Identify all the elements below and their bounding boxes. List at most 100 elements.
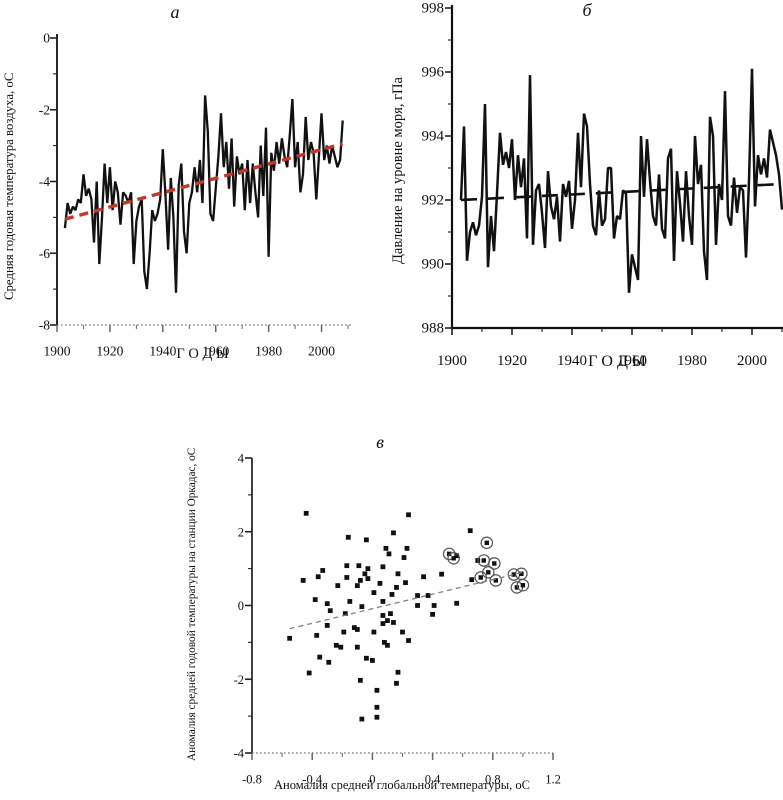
data-point-square: [306, 670, 312, 676]
x-tick-label: 0.4: [425, 773, 441, 787]
data-point-square-circled: [514, 585, 520, 590]
data-point-square: [347, 599, 353, 604]
y-tick-label: 996: [422, 65, 445, 81]
data-point-square-circled: [446, 551, 452, 557]
y-tick-label: 994: [422, 129, 445, 145]
data-point-square: [324, 623, 330, 628]
data-point-square: [380, 599, 386, 604]
data-point-square-circled: [492, 561, 497, 566]
linear-trend-line: [64, 142, 344, 221]
sea-level-pressure-line: [459, 68, 783, 293]
data-point-square: [374, 704, 380, 710]
data-point-square: [374, 687, 380, 693]
x-tick-label: 2000: [737, 353, 767, 369]
x-tick-label: 2000: [308, 344, 335, 359]
x-tick-label: 1.2: [545, 773, 561, 787]
data-point-square: [303, 510, 309, 516]
data-point-square: [351, 625, 357, 631]
data-point-square: [406, 512, 411, 518]
data-point-square: [439, 571, 445, 577]
x-tick-label: -0.8: [242, 773, 262, 787]
panel-v-x-axis-label: Аномалия средней глобальной температуры,…: [274, 778, 530, 792]
x-tick-label: 1940: [149, 344, 176, 359]
x-tick-label: 1900: [44, 344, 71, 359]
data-point-square: [388, 611, 393, 617]
data-point-square: [425, 593, 431, 598]
data-point-square: [365, 566, 371, 572]
data-point-square: [377, 580, 383, 586]
data-point-square: [385, 618, 390, 624]
data-point-square-circled: [484, 540, 489, 546]
data-point-square: [391, 530, 396, 536]
data-point-ring: [480, 536, 494, 550]
data-point-square-circled: [519, 571, 524, 576]
y-tick-label: 0: [43, 31, 50, 46]
data-point-ring: [442, 547, 456, 561]
y-tick-label: -2: [39, 102, 50, 117]
data-point-square: [380, 564, 386, 570]
data-point-square: [395, 669, 401, 675]
data-point-square: [374, 714, 380, 720]
data-point-square: [467, 528, 473, 534]
data-point-square: [363, 655, 369, 661]
data-point-square: [395, 571, 401, 577]
data-point-ring: [510, 581, 524, 594]
data-point-square-circled: [481, 558, 486, 563]
data-point-square: [370, 658, 375, 663]
data-point-square: [385, 642, 390, 648]
y-tick-label: -4: [39, 174, 50, 189]
panel-v-plot: 4 2 0 -2 -4 -0.8 -0.4 0 0.4 0.8 1.2: [234, 452, 561, 787]
x-tick-label: 1920: [497, 353, 527, 369]
data-point-square: [430, 611, 435, 617]
x-tick-label: 1960: [617, 353, 647, 369]
annual-mean-air-temperature-line: [63, 95, 344, 293]
y-tick-label: -2: [234, 673, 244, 687]
data-point-square: [333, 642, 339, 648]
data-point-square: [371, 590, 377, 595]
data-point-square: [345, 534, 351, 540]
x-tick-label: 1920: [96, 344, 123, 359]
panel-a-x-axis-label: Г О Д Ы: [176, 346, 229, 362]
y-tick-label: 998: [422, 1, 445, 17]
panel-a-plot: 0 -2 -4 -6 -8 1900 1920 1940 1960 1980 2000: [39, 31, 352, 359]
data-point-ring: [489, 574, 503, 587]
data-point-square: [394, 585, 399, 590]
data-point-ring: [447, 552, 460, 565]
data-point-square: [326, 659, 332, 665]
y-tick-label: -8: [39, 318, 50, 333]
y-tick-label: 992: [422, 193, 445, 209]
data-point-square-circled: [478, 575, 483, 580]
data-point-square: [287, 635, 293, 641]
x-tick-label: 0: [369, 773, 375, 787]
panel-b-x-axis-label: Г О Д Ы: [588, 353, 646, 370]
data-point-square: [357, 677, 363, 683]
axes: 998 996 994 992 990 988 1900 1920 1940 1960 1980 20…: [422, 1, 783, 369]
data-point-square: [324, 601, 330, 607]
y-tick-label: 988: [422, 321, 445, 337]
data-point-square-circled: [511, 572, 517, 577]
data-point-square: [403, 580, 408, 586]
data-point-square: [342, 611, 348, 617]
data-point-square: [454, 553, 460, 559]
data-point-square: [335, 583, 341, 588]
data-point-square: [354, 627, 360, 632]
panel-v-title: в: [376, 432, 384, 452]
axes: 0 -2 -4 -6 -8 1900 1920 1940 1960 1980 2000: [39, 31, 352, 359]
data-point-square: [356, 563, 362, 569]
data-point-square: [354, 583, 360, 588]
data-point-square: [338, 644, 344, 650]
y-tick-label: 990: [422, 257, 445, 273]
data-point-square-circled: [451, 556, 456, 561]
y-tick-label: 0: [238, 599, 244, 613]
linear-regression-line: [289, 570, 527, 630]
data-point-square: [421, 574, 426, 580]
y-tick-label: -4: [234, 747, 245, 761]
panel-b-title: б: [582, 0, 592, 20]
data-point-square: [431, 603, 437, 608]
x-tick-label: 1980: [255, 344, 282, 359]
data-point-square: [357, 578, 363, 583]
data-point-square: [317, 654, 323, 660]
x-tick-label: 1940: [557, 353, 587, 369]
panel-b-plot: 998 996 994 992 990 988 1900 1920 1940 1960 1980 20…: [422, 1, 783, 369]
